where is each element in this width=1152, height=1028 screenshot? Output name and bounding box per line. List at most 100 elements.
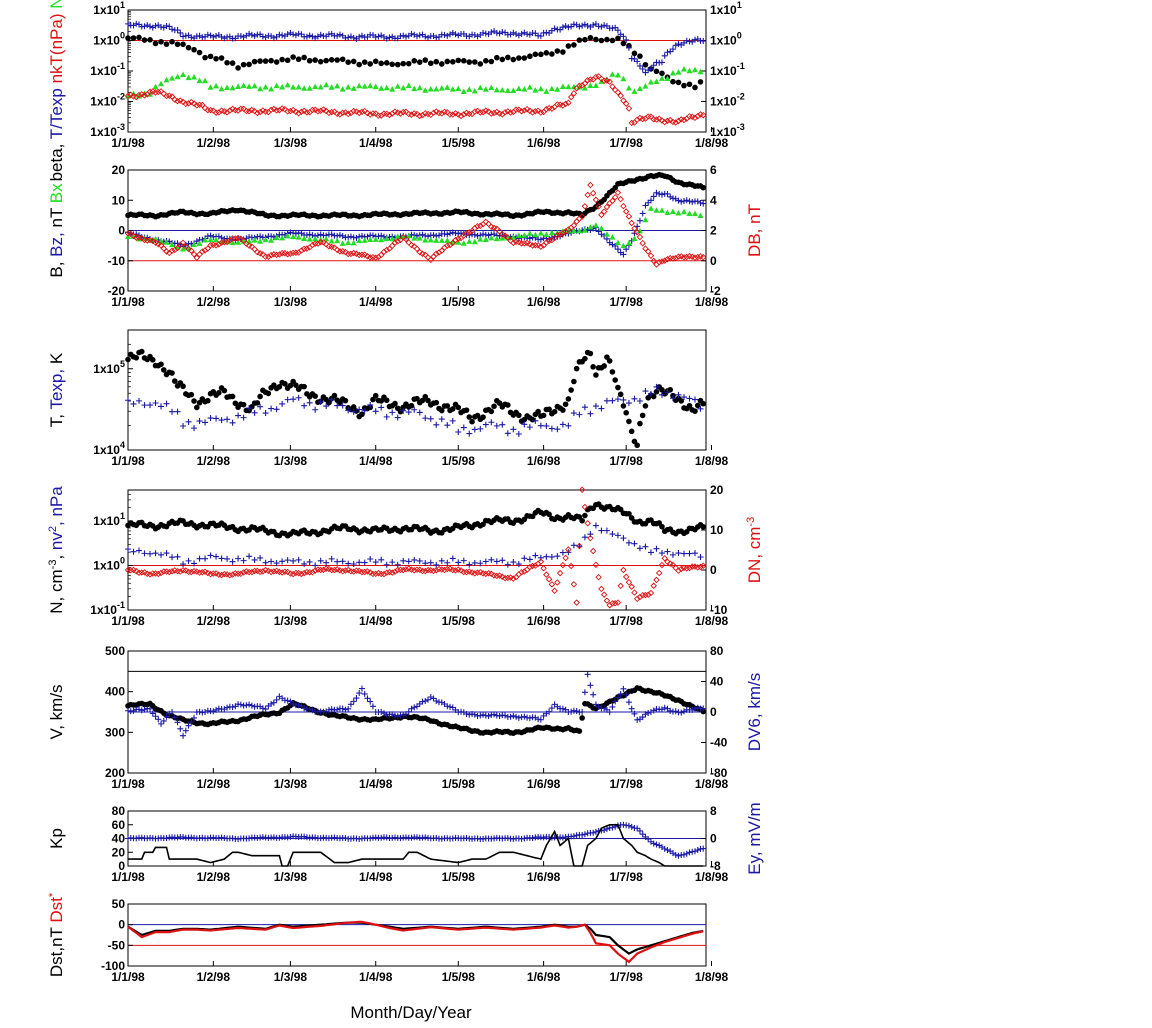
data-point [342,834,349,841]
right-tick-label: 4 [710,193,717,207]
data-point [158,38,164,45]
y-tick-label: 50 [112,897,126,911]
x-tick-label: 1/2/98 [197,454,231,468]
data-point [169,708,176,715]
data-point [199,34,206,41]
data-point [188,247,195,254]
data-point [193,102,201,109]
data-point [394,233,401,239]
data-point [441,566,448,574]
data-point [262,706,269,713]
data-point [306,558,313,565]
data-point [570,222,578,229]
data-point [378,60,385,67]
panel-beta: 1x10-3 1x10-2 1x10-1 1x100 1x101 1x10-3 1x10-2… [47,0,745,181]
data-point [413,245,421,253]
data-point [185,74,192,81]
y-tick-label: -50 [108,938,126,952]
x-tick-label: 1/6/98 [527,295,561,309]
data-point [612,377,618,383]
data-point [284,251,291,258]
data-point [422,698,429,705]
data-point [246,553,253,560]
x-tick-label: 1/3/98 [274,870,308,884]
x-tick-label: 1/2/98 [197,870,231,884]
data-point [372,254,379,261]
x-tick-label: 1/6/98 [527,870,561,884]
data-point [587,531,594,538]
data-point [290,557,297,564]
data-point [559,549,566,556]
data-point [559,705,566,712]
data-point [571,378,577,385]
data-point [518,568,525,576]
data-point [136,92,143,99]
data-point [579,22,586,29]
data-point [611,194,619,201]
data-point [342,706,349,713]
data-point [345,234,352,241]
data-point [268,237,275,243]
data-point [669,46,676,53]
data-point [516,55,522,61]
data-point [521,29,528,36]
data-point [639,210,646,217]
data-point [598,23,605,30]
data-point [372,559,379,566]
data-point [491,231,498,238]
data-point [180,834,187,841]
data-point [328,231,335,238]
data-point [700,184,707,191]
data-point [573,599,580,606]
data-point [614,396,621,403]
x-tick-label: 1/1/98 [111,970,145,984]
data-point [350,34,357,41]
data-point [345,34,352,41]
data-point [405,409,412,416]
data-point [251,82,258,89]
data-point [136,706,143,713]
data-point [488,58,495,65]
data-point [653,576,660,584]
data-point [603,235,610,242]
data-point [615,35,621,42]
data-point [251,556,258,563]
x-tick-label: 1/4/98 [359,777,393,791]
data-point [177,568,184,575]
data-point [216,390,222,396]
data-point [353,108,360,115]
data-point [521,555,528,562]
data-point [691,210,698,217]
y-tick-label: 80 [112,804,126,818]
data-point [224,84,231,90]
data-point [311,240,319,247]
data-point [499,573,506,580]
data-point [133,354,140,361]
data-point [647,589,655,597]
data-point [235,555,242,562]
data-point [334,32,341,39]
data-point [499,56,506,63]
data-point [554,232,561,239]
data-point [505,402,511,408]
data-point [350,698,357,705]
data-point [353,234,360,241]
data-point [174,27,181,34]
data-point [644,248,652,255]
data-point [295,394,302,401]
data-point [383,60,390,66]
series-beta-0 [125,34,704,91]
data-point [169,241,176,248]
data-point [661,555,668,562]
data-point [336,232,343,239]
data-point [152,22,159,29]
data-point [686,81,693,88]
data-point [568,387,574,393]
data-point [521,86,528,92]
data-point [546,406,552,413]
data-point [157,242,165,249]
data-point [180,71,187,77]
data-point [358,32,365,39]
data-point [647,205,654,211]
data-point [579,517,585,524]
